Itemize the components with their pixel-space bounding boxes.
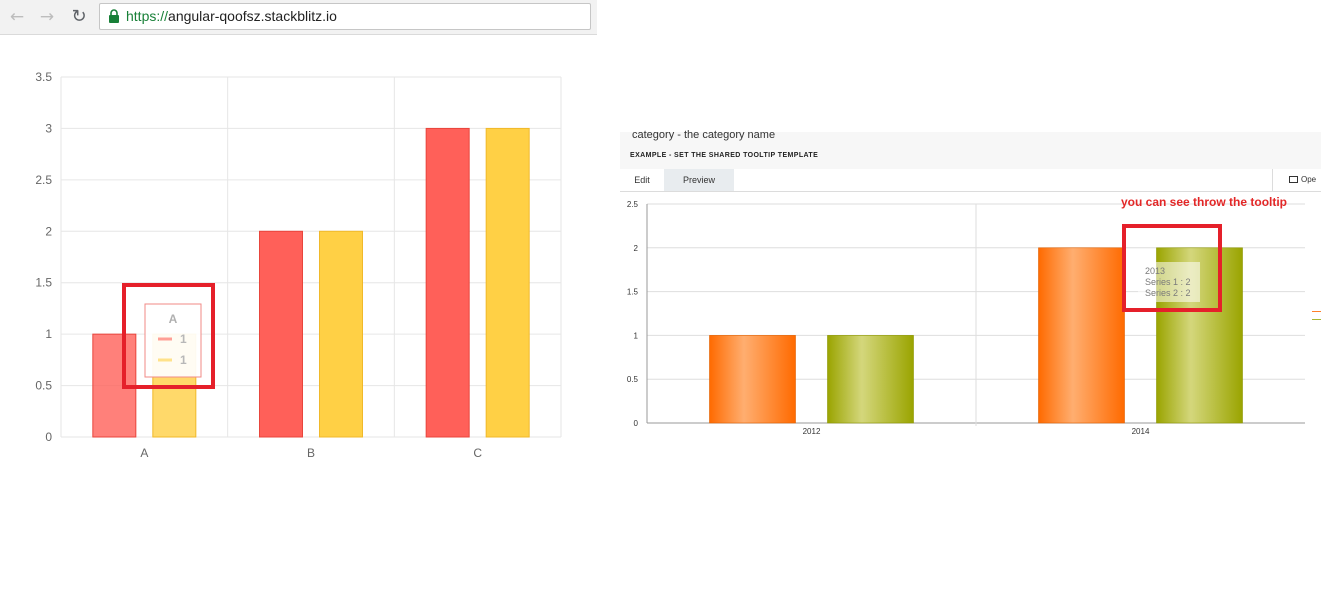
- right-docs-panel: EXAMPLE - SET THE SHARED TOOLTIP TEMPLAT…: [620, 129, 1321, 432]
- tooltip-line: Series 1 : 2: [1145, 277, 1191, 287]
- url-scheme: https://: [126, 8, 169, 24]
- x-tick-label: C: [473, 446, 482, 460]
- y-tick-label: 2.5: [627, 200, 639, 209]
- y-tick-label: 2.5: [35, 173, 52, 187]
- tooltip-line: Series 2 : 2: [1145, 288, 1191, 298]
- doc-text: category - the category name: [632, 129, 776, 141]
- legend-sliver-series-1: [1312, 311, 1321, 312]
- reload-icon[interactable]: ↻: [71, 6, 87, 27]
- y-tick-label: 2: [634, 244, 639, 253]
- annotation-box-right: [1122, 224, 1222, 312]
- bar: [485, 127, 530, 438]
- address-bar[interactable]: https://angular-qoofsz.stackblitz.io: [99, 3, 591, 30]
- forward-arrow-icon[interactable]: →: [39, 7, 55, 27]
- tooltip-box: [1138, 262, 1200, 302]
- bar: [1038, 247, 1125, 424]
- x-tick-label: A: [140, 446, 148, 460]
- x-tick-label: 2014: [1132, 427, 1150, 436]
- url-text: https://angular-qoofsz.stackblitz.io: [126, 8, 337, 24]
- open-window-icon: [1289, 176, 1298, 184]
- annotation-text: you can see throw the tooltip: [1121, 195, 1288, 209]
- tooltip-value: 1: [180, 353, 187, 367]
- tooltip-box: [144, 303, 202, 378]
- legend-sliver-series-2: [1312, 319, 1321, 320]
- tooltip-title: A: [169, 312, 178, 326]
- bar: [319, 230, 363, 438]
- y-tick-label: 0.5: [627, 375, 639, 384]
- open-button[interactable]: Ope: [1272, 169, 1321, 191]
- x-tick-label: B: [307, 446, 315, 460]
- x-tick-label: 2012: [803, 427, 821, 436]
- annotation-box-left: [122, 283, 215, 389]
- example-header: EXAMPLE - SET THE SHARED TOOLTIP TEMPLAT…: [620, 132, 1321, 170]
- y-tick-label: 0: [45, 430, 52, 444]
- tooltip-title: 2013: [1145, 266, 1165, 276]
- y-tick-label: 1.5: [35, 276, 52, 290]
- lock-icon: [109, 9, 119, 23]
- legend-sliver: [1312, 311, 1321, 321]
- y-tick-label: 0.5: [35, 379, 52, 393]
- example-tab-bar: Edit Preview Ope: [620, 169, 1321, 192]
- y-tick-label: 1.5: [627, 288, 639, 297]
- browser-toolbar: ← → ↻ https://angular-qoofsz.stackblitz.…: [0, 0, 597, 35]
- open-label: Ope: [1301, 175, 1317, 184]
- tab-edit[interactable]: Edit: [634, 175, 650, 185]
- bar: [709, 335, 796, 424]
- y-tick-label: 0: [634, 419, 639, 428]
- y-tick-label: 3: [45, 121, 52, 135]
- bar: [259, 230, 303, 438]
- y-tick-label: 1: [634, 331, 639, 340]
- tooltip-value: 1: [180, 332, 187, 346]
- tab-preview[interactable]: Preview: [664, 169, 734, 191]
- tooltip: A11: [144, 303, 202, 378]
- example-title: EXAMPLE - SET THE SHARED TOOLTIP TEMPLAT…: [630, 152, 819, 159]
- back-arrow-icon[interactable]: ←: [9, 7, 25, 27]
- bar: [425, 127, 470, 438]
- url-host: angular-qoofsz.stackblitz.io: [168, 8, 337, 24]
- bar: [827, 335, 914, 424]
- y-tick-label: 3.5: [35, 70, 52, 84]
- y-tick-label: 1: [45, 327, 52, 341]
- y-tick-label: 2: [45, 224, 52, 238]
